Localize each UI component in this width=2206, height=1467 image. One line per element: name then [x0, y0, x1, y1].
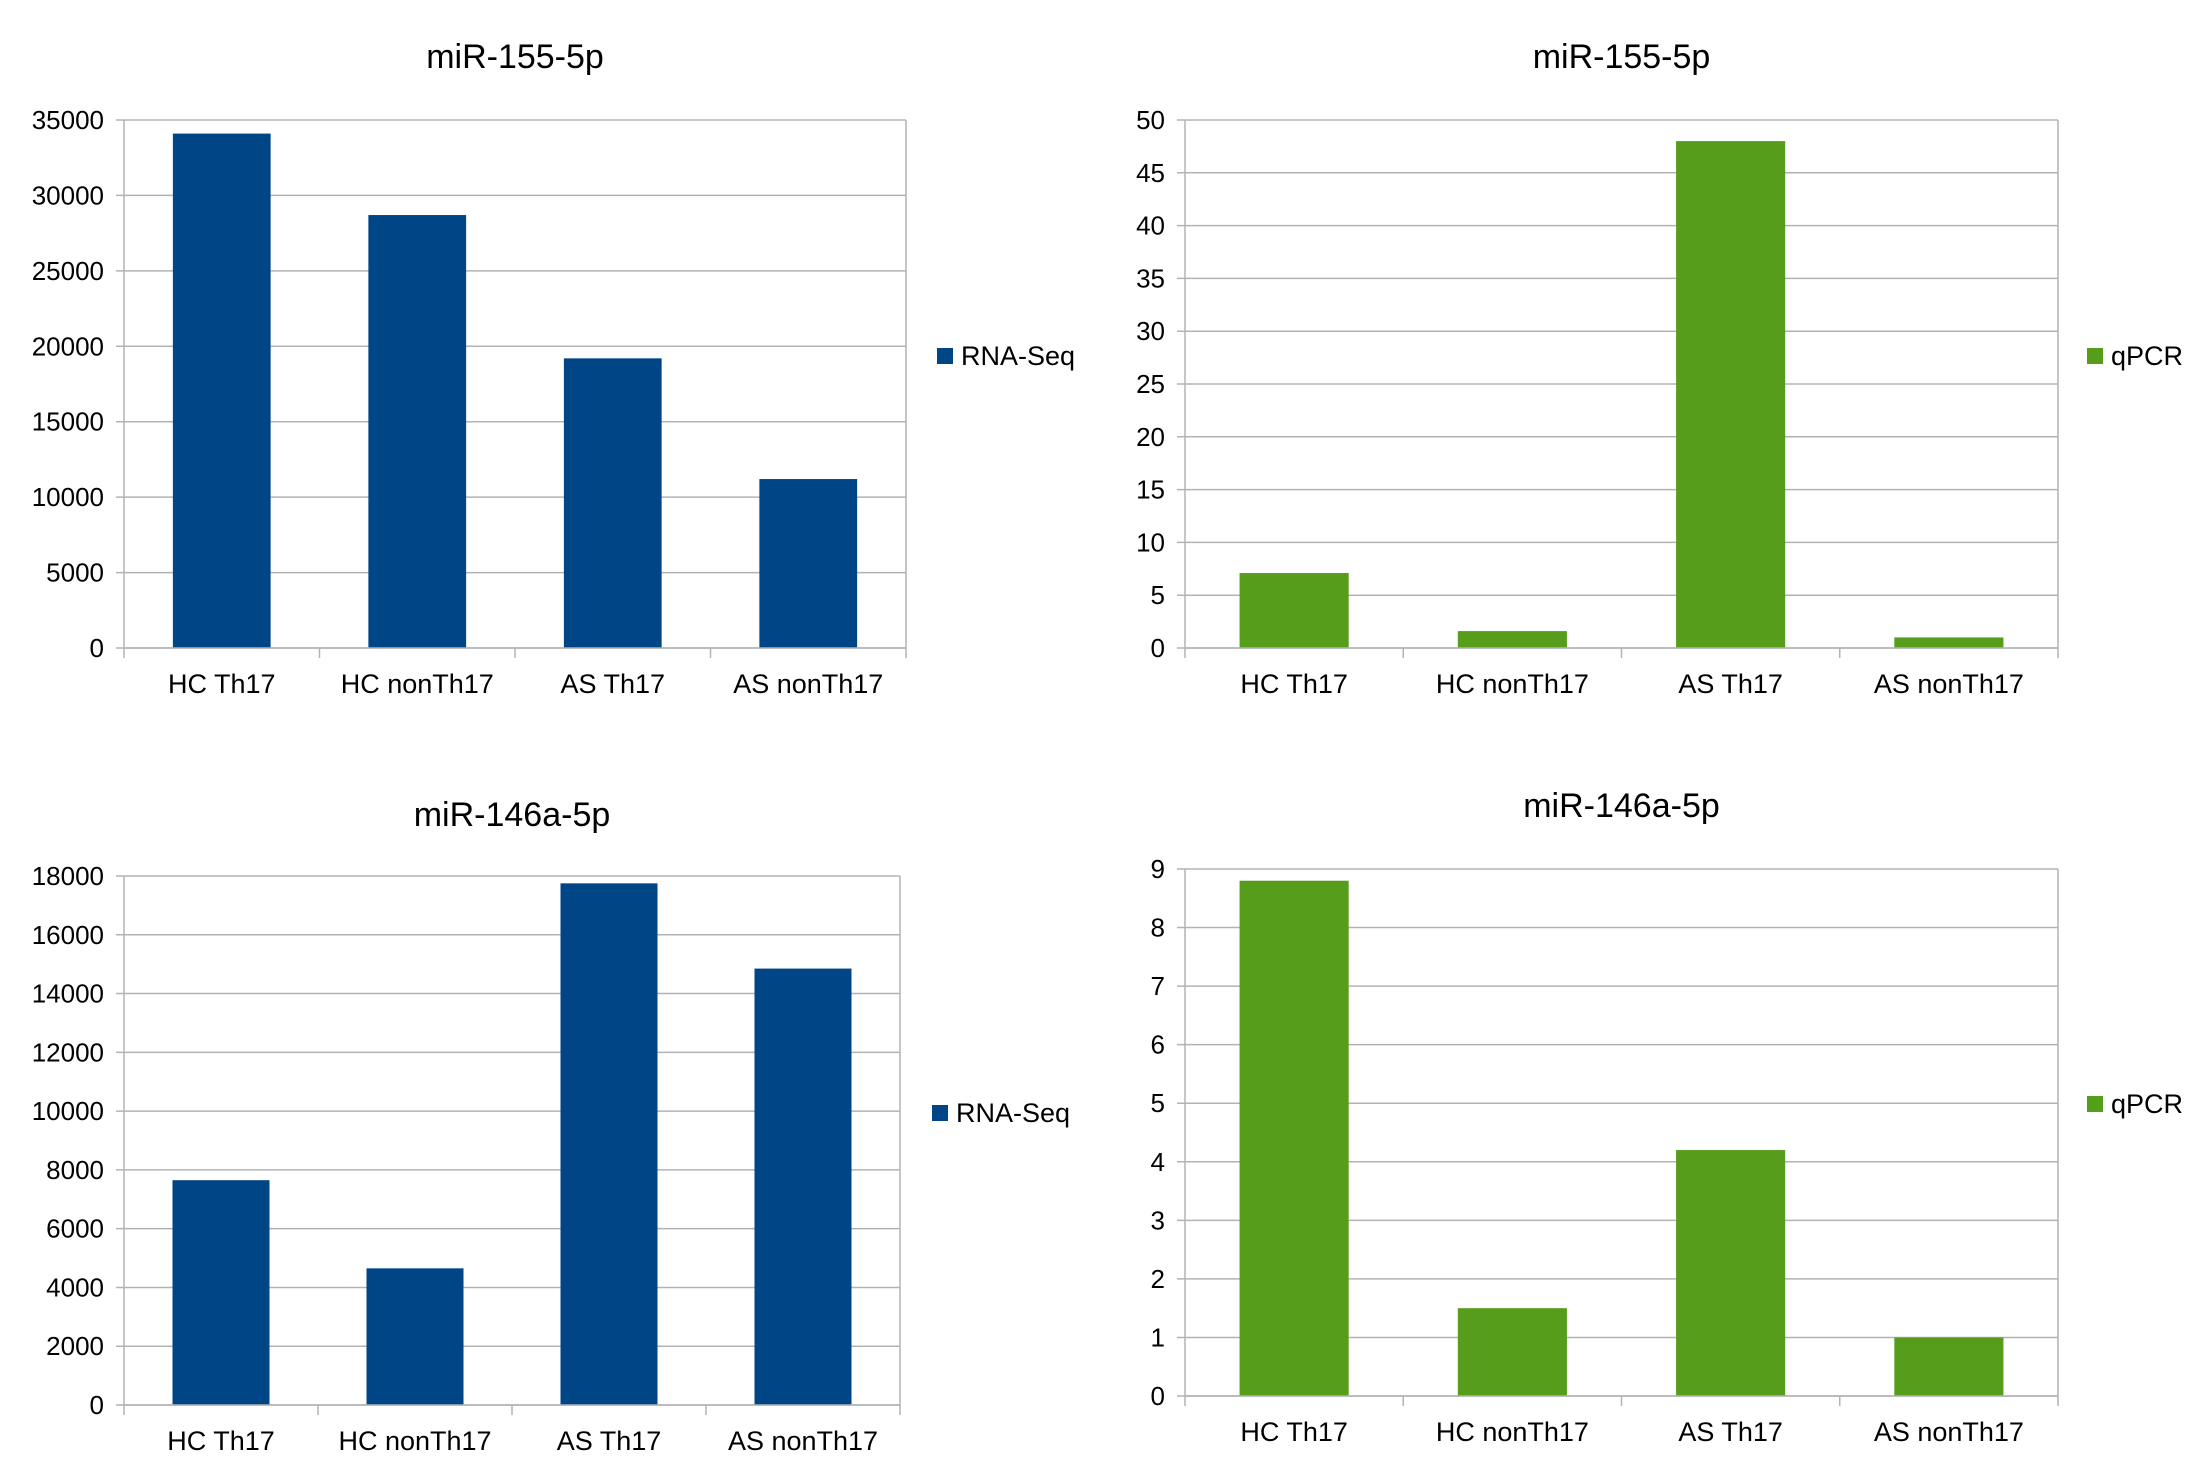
bar-hc-nonth17: [1457, 631, 1567, 648]
y-tick-label: 4: [1151, 1147, 1165, 1177]
bar-as-nonth17: [1894, 1337, 2004, 1396]
x-tick-label: HC Th17: [1240, 1417, 1348, 1447]
x-tick-label: HC nonTh17: [338, 1426, 491, 1456]
y-tick-label: 6000: [46, 1214, 104, 1244]
bar-hc-th17: [172, 1180, 270, 1405]
y-tick-label: 12000: [32, 1037, 104, 1067]
bar-as-th17: [1676, 1150, 1786, 1396]
y-tick-label: 0: [1151, 633, 1165, 663]
chart-2: miR-146a-5p 0 2000 4000 6000 8000 10000 12000 14…: [32, 796, 1070, 1456]
legend-swatch: [2087, 1096, 2103, 1112]
x-tick-label: AS nonTh17: [733, 669, 883, 699]
y-tick-label: 30: [1136, 316, 1165, 346]
x-tick-label: AS nonTh17: [1874, 1417, 2024, 1447]
y-tick-label: 4000: [46, 1272, 104, 1302]
y-tick-label: 5000: [46, 558, 104, 588]
legend-swatch: [2087, 348, 2103, 364]
y-tick-label: 5: [1151, 580, 1165, 610]
y-tick-label: 9: [1151, 854, 1165, 884]
x-tick-label: HC nonTh17: [341, 669, 494, 699]
x-tick-label: AS Th17: [1678, 669, 1783, 699]
legend-label: RNA-Seq: [956, 1098, 1070, 1128]
y-tick-label: 5: [1151, 1088, 1165, 1118]
x-tick-label: HC nonTh17: [1436, 1417, 1589, 1447]
y-tick-label: 25000: [32, 256, 104, 286]
y-tick-label: 8: [1151, 913, 1165, 943]
y-tick-label: 3: [1151, 1205, 1165, 1235]
bar-as-nonth17: [759, 479, 858, 648]
y-tick-label: 35: [1136, 263, 1165, 293]
y-tick-label: 25: [1136, 369, 1165, 399]
y-tick-label: 20000: [32, 331, 104, 361]
chart-0: miR-155-5p 0 5000 10000 15000 20000 25000 30000…: [32, 38, 1075, 699]
y-tick-label: 10000: [32, 482, 104, 512]
bar-as-th17: [560, 883, 658, 1405]
y-tick-label: 40: [1136, 211, 1165, 241]
bar-hc-th17: [1239, 573, 1349, 648]
x-tick-label: AS Th17: [557, 1426, 662, 1456]
chart-1: miR-155-5p 0 5 10 15 20 25 30 35 40 45 50 HC Th17 HC …: [1136, 38, 2183, 699]
y-tick-label: 6: [1151, 1030, 1165, 1060]
x-tick-label: AS nonTh17: [728, 1426, 878, 1456]
y-tick-label: 15000: [32, 407, 104, 437]
y-tick-label: 2: [1151, 1264, 1165, 1294]
bar-as-th17: [563, 358, 662, 648]
y-tick-label: 20: [1136, 422, 1165, 452]
bar-as-th17: [1676, 141, 1786, 648]
y-tick-label: 1: [1151, 1322, 1165, 1352]
legend-label: qPCR: [2111, 341, 2183, 371]
bar-hc-nonth17: [366, 1268, 464, 1405]
bar-as-nonth17: [754, 968, 852, 1405]
chart-title: miR-146a-5p: [414, 796, 611, 834]
bar-hc-nonth17: [1457, 1308, 1567, 1396]
y-tick-label: 0: [90, 633, 104, 663]
x-tick-label: HC Th17: [167, 1426, 275, 1456]
y-tick-label: 16000: [32, 920, 104, 950]
y-tick-label: 0: [90, 1390, 104, 1420]
y-tick-label: 0: [1151, 1381, 1165, 1411]
y-tick-label: 10000: [32, 1096, 104, 1126]
y-tick-label: 50: [1136, 105, 1165, 135]
y-tick-label: 2000: [46, 1331, 104, 1361]
y-tick-label: 15: [1136, 475, 1165, 505]
y-tick-label: 30000: [32, 180, 104, 210]
y-tick-label: 35000: [32, 105, 104, 135]
chart-title: miR-146a-5p: [1523, 787, 1720, 825]
x-tick-label: HC nonTh17: [1436, 669, 1589, 699]
y-tick-label: 8000: [46, 1155, 104, 1185]
x-tick-label: AS nonTh17: [1874, 669, 2024, 699]
y-tick-label: 14000: [32, 979, 104, 1009]
legend-label: qPCR: [2111, 1089, 2183, 1119]
y-tick-label: 18000: [32, 861, 104, 891]
bar-hc-nonth17: [368, 215, 467, 649]
legend-swatch: [937, 348, 953, 364]
legend-swatch: [932, 1105, 948, 1121]
chart-title: miR-155-5p: [1533, 38, 1711, 76]
y-tick-label: 10: [1136, 527, 1165, 557]
y-tick-label: 45: [1136, 158, 1165, 188]
chart-3: miR-146a-5p 0 1 2 3 4 5 6 7 8 9 HC Th17 HC nonTh17 AS…: [1151, 787, 2184, 1447]
x-tick-label: AS Th17: [560, 669, 665, 699]
chart-title: miR-155-5p: [426, 38, 604, 76]
x-tick-label: HC Th17: [1240, 669, 1348, 699]
bar-hc-th17: [1239, 880, 1349, 1396]
x-tick-label: HC Th17: [168, 669, 276, 699]
x-tick-label: AS Th17: [1678, 1417, 1783, 1447]
bar-hc-th17: [172, 133, 271, 648]
y-tick-label: 7: [1151, 971, 1165, 1001]
bar-as-nonth17: [1894, 637, 2004, 648]
legend-label: RNA-Seq: [961, 341, 1075, 371]
